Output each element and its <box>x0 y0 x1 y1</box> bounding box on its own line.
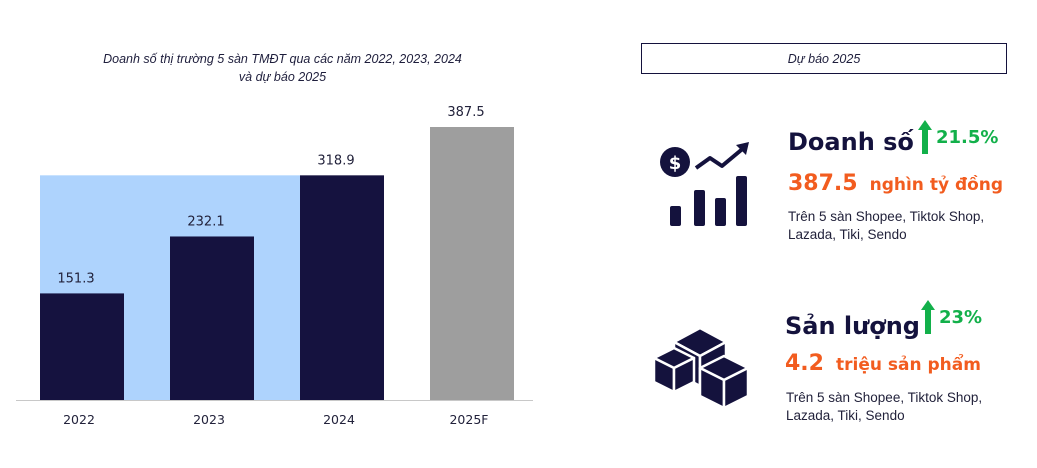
bar-2024 <box>300 175 384 400</box>
x-tick-2023: 2023 <box>193 412 225 427</box>
kpi-revenue-growth: 21.5% <box>918 120 998 154</box>
kpi-revenue-heading: Doanh số <box>788 128 914 156</box>
revenue-chart-icon: $ <box>660 142 749 226</box>
kpi-volume: Sản lượng 23% 4.2 triệu sản phẩm Trên 5 s… <box>640 296 1030 426</box>
kpi-volume-value: 4.2 triệu sản phẩm <box>785 351 981 376</box>
arrow-up-icon <box>918 120 932 154</box>
kpi-volume-growth: 23% <box>921 300 982 334</box>
kpi-revenue-number: 387.5 <box>788 171 858 196</box>
data-label-2025F: 387.5 <box>447 105 484 120</box>
forecast-title: Dự báo 2025 <box>787 51 861 66</box>
data-label-2022: 151.3 <box>57 271 94 286</box>
kpi-revenue-value: 387.5 nghìn tỷ đồng <box>788 171 1003 196</box>
kpi-revenue: $ Doanh số 21.5% 387.5 nghìn tỷ đồng Trên… <box>640 115 1030 245</box>
forecast-header-box: Dự báo 2025 <box>641 43 1007 74</box>
x-tick-2025F: 2025F <box>449 412 488 427</box>
data-label-2023: 232.1 <box>187 214 224 229</box>
bar-chart: 151.3 2022 232.1 2023 318.9 2024 387.5 2025F <box>16 105 533 427</box>
kpi-volume-unit: triệu sản phẩm <box>835 355 981 375</box>
chart-title-line-1: Doanh số thị trường 5 sàn TMĐT qua các n… <box>103 52 462 66</box>
kpi-revenue-note: Trên 5 sàn Shopee, Tiktok Shop, Lazada, … <box>788 209 985 242</box>
kpi-volume-note: Trên 5 sàn Shopee, Tiktok Shop, Lazada, … <box>786 390 983 423</box>
boxes-icon <box>652 326 750 410</box>
kpi-revenue-growth-value: 21.5% <box>936 126 999 148</box>
chart-title-line-2: và dự báo 2025 <box>238 70 327 84</box>
chart-title: Doanh số thị trường 5 sàn TMĐT qua các n… <box>60 50 505 86</box>
data-label-2024: 318.9 <box>317 153 354 168</box>
svg-text:$: $ <box>669 153 682 174</box>
arrow-up-icon <box>921 300 935 334</box>
kpi-volume-heading: Sản lượng <box>785 312 920 340</box>
bar-2023 <box>170 236 254 400</box>
kpi-volume-number: 4.2 <box>785 351 824 376</box>
kpi-revenue-unit: nghìn tỷ đồng <box>869 175 1004 195</box>
x-tick-2024: 2024 <box>323 412 355 427</box>
bar-2022 <box>40 293 124 400</box>
bar-2025F <box>430 127 514 400</box>
x-tick-2022: 2022 <box>63 412 95 427</box>
kpi-volume-growth-value: 23% <box>939 306 983 328</box>
